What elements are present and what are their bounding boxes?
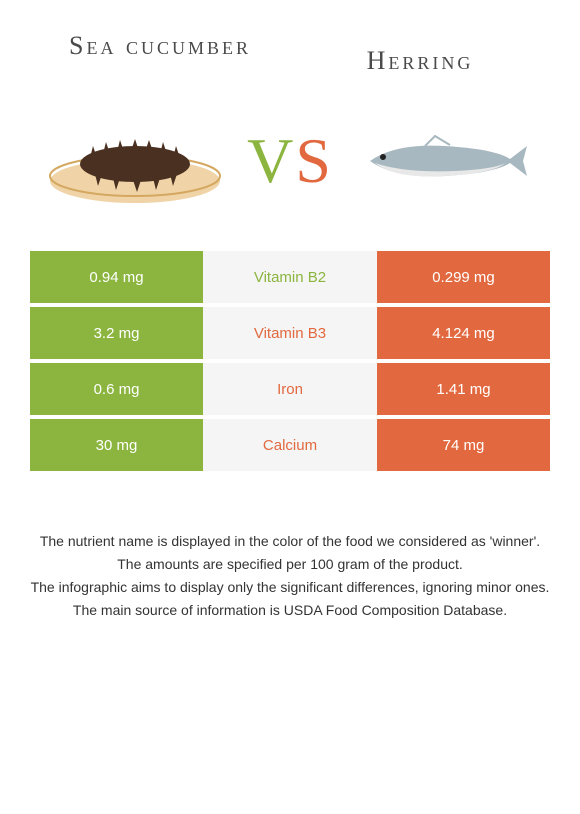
vs-label: VS [247,124,333,198]
herring-image [350,111,540,211]
nutrient-table: 0.94 mgVitamin B20.299 mg3.2 mgVitamin B… [30,251,550,471]
header: Sea cucumber Herring [0,0,580,86]
cell-right-value: 0.299 mg [377,251,550,303]
cell-right-value: 4.124 mg [377,307,550,359]
cell-nutrient-name: Calcium [203,419,377,471]
sea-cucumber-image [40,111,230,211]
cell-left-value: 0.94 mg [30,251,203,303]
food-left-title: Sea cucumber [60,30,260,76]
cell-left-value: 30 mg [30,419,203,471]
vs-s: S [295,125,333,196]
images-row: VS [0,86,580,251]
vs-v: V [247,125,295,196]
cell-left-value: 3.2 mg [30,307,203,359]
cell-nutrient-name: Vitamin B3 [203,307,377,359]
cell-left-value: 0.6 mg [30,363,203,415]
cell-nutrient-name: Vitamin B2 [203,251,377,303]
table-row: 0.6 mgIron1.41 mg [30,363,550,415]
table-row: 30 mgCalcium74 mg [30,419,550,471]
cell-right-value: 1.41 mg [377,363,550,415]
footer-line: The nutrient name is displayed in the co… [30,531,550,552]
table-row: 0.94 mgVitamin B20.299 mg [30,251,550,303]
cell-right-value: 74 mg [377,419,550,471]
footer-line: The main source of information is USDA F… [30,600,550,621]
cell-nutrient-name: Iron [203,363,377,415]
footer-line: The infographic aims to display only the… [30,577,550,598]
footer-line: The amounts are specified per 100 gram o… [30,554,550,575]
food-right-title: Herring [320,30,520,76]
table-row: 3.2 mgVitamin B34.124 mg [30,307,550,359]
footer-notes: The nutrient name is displayed in the co… [0,531,580,621]
